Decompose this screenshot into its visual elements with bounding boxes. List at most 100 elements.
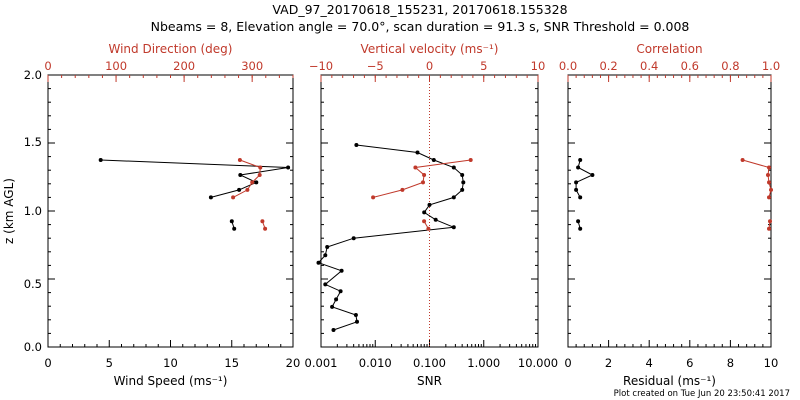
data-point: [351, 236, 356, 241]
data-point: [323, 253, 328, 258]
series-wind-direction: [231, 158, 268, 231]
top-tick-label: −5: [367, 59, 384, 73]
data-point: [237, 158, 242, 162]
data-point: [769, 187, 773, 192]
x-tick-label: 8: [727, 356, 734, 370]
data-point: [578, 195, 583, 200]
data-point: [415, 150, 420, 155]
plot-footer: Plot created on Tue Jun 20 23:50:41 2017: [614, 389, 790, 399]
data-point: [331, 328, 336, 332]
title-line-2: Nbeams = 8, Elevation angle = 70.0°, sca…: [151, 19, 690, 34]
plot-frame: [567, 74, 772, 348]
x-axis-label: SNR: [417, 374, 442, 388]
data-point: [740, 158, 745, 162]
panel-residual: 0 2 4 6 8 10 Residual (ms⁻¹) 0.0 0.2 0.4 0.6 0.8 1.0…: [559, 42, 780, 388]
y-tick-label: 0.5: [24, 277, 42, 291]
data-point: [371, 195, 376, 200]
x-axis-label: Wind Speed (ms⁻¹): [114, 374, 228, 388]
data-point: [576, 165, 581, 170]
data-point: [421, 180, 425, 185]
data-point: [574, 187, 579, 192]
data-point: [433, 217, 438, 222]
data-point: [766, 173, 770, 177]
x-tick-label: 10: [764, 356, 779, 370]
data-point: [767, 195, 771, 200]
data-point: [767, 226, 771, 231]
data-point: [325, 245, 330, 249]
data-point: [286, 165, 291, 170]
top-tick-label: 0: [426, 59, 433, 73]
data-point: [231, 195, 236, 200]
series-residual: [574, 158, 595, 231]
x-tick-label: 4: [646, 356, 653, 370]
panel-snr: 0.001 0.010 0.100 1.000 10.000 SNR −10 −5 0 5 10 Ve…: [305, 42, 559, 388]
data-point: [98, 158, 103, 162]
data-point: [460, 173, 465, 177]
top-axis-label: Correlation: [636, 42, 702, 56]
data-point: [208, 195, 213, 200]
data-point: [451, 165, 456, 170]
x-tick-label: 0: [564, 356, 571, 370]
series-line: [372, 159, 471, 198]
x-tick-label: 10: [163, 356, 178, 370]
top-tick-label: 100: [105, 59, 127, 73]
top-tick-label: 200: [173, 59, 195, 73]
data-point: [232, 226, 237, 231]
x-axis-label: Residual (ms⁻¹): [623, 374, 716, 388]
x-tick-label: 2: [605, 356, 612, 370]
data-point: [260, 219, 265, 224]
data-point: [422, 210, 427, 215]
top-tick-label: −10: [309, 59, 333, 73]
data-point: [334, 297, 339, 302]
data-point: [229, 219, 234, 224]
series-line: [232, 159, 261, 198]
data-point: [338, 289, 343, 294]
data-point: [339, 268, 344, 273]
data-point: [353, 313, 358, 317]
panel-wind: 0 5 10 15 20 Wind Speed (ms⁻¹) 0 100 200 300 Wind …: [44, 42, 300, 388]
x-tick-label: 20: [286, 356, 301, 370]
data-point: [354, 143, 359, 147]
top-tick-label: 0.2: [599, 59, 617, 73]
top-tick-label: 0.4: [640, 59, 658, 73]
x-tick-label: 5: [106, 356, 113, 370]
data-point: [578, 226, 583, 231]
top-tick-label: 1.0: [762, 59, 780, 73]
data-point: [451, 225, 456, 230]
y-tick-label: 1.5: [24, 135, 42, 149]
x-tick-label: 1.000: [467, 356, 500, 370]
data-point: [767, 180, 771, 185]
x-tick-label: 0: [44, 356, 51, 370]
top-tick-label: 0.6: [681, 59, 699, 73]
y-tick-labels: 0.0 0.5 1.0 1.5 2.0: [24, 68, 42, 354]
series-correlation: [740, 158, 773, 231]
data-point: [427, 202, 432, 207]
data-point: [238, 173, 243, 177]
data-point: [468, 158, 473, 162]
data-point: [426, 226, 431, 231]
series-snr: [316, 143, 466, 332]
plot-frame: [47, 74, 294, 348]
top-tick-label: 0: [44, 59, 51, 73]
data-point: [576, 219, 581, 224]
data-point: [330, 304, 335, 309]
top-axis-label: Vertical velocity (ms⁻¹): [361, 42, 499, 56]
data-point: [413, 165, 418, 170]
top-tick-label: 10: [531, 59, 546, 73]
x-tick-label: 0.100: [413, 356, 446, 370]
data-point: [767, 165, 771, 170]
series-vertical-velocity: [371, 158, 473, 231]
data-point: [590, 173, 595, 177]
y-tick-label: 2.0: [24, 68, 42, 82]
y-tick-label: 1.0: [24, 204, 42, 218]
data-point: [422, 219, 427, 224]
data-point: [237, 187, 242, 192]
x-tick-label: 0.001: [305, 356, 338, 370]
data-point: [323, 282, 328, 287]
data-point: [257, 173, 262, 177]
data-point: [451, 195, 456, 200]
series-line: [317, 144, 464, 331]
top-tick-label: 5: [480, 59, 487, 73]
data-point: [355, 319, 359, 324]
